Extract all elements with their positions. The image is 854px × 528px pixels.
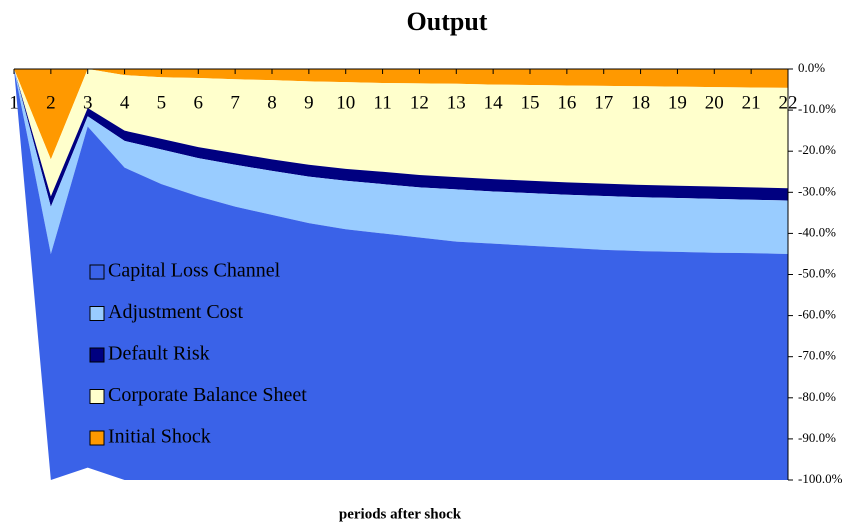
y-tick-label: -50.0% bbox=[798, 265, 836, 280]
y-tick-label: -70.0% bbox=[798, 348, 836, 363]
x-tick-label: 6 bbox=[194, 92, 204, 113]
x-tick-label: 12 bbox=[410, 92, 429, 113]
x-tick-label: 15 bbox=[521, 92, 540, 113]
x-tick-label: 21 bbox=[742, 92, 761, 113]
x-tick-label: 20 bbox=[705, 92, 724, 113]
x-tick-label: 9 bbox=[304, 92, 314, 113]
x-tick-label: 4 bbox=[120, 92, 130, 113]
x-tick-label: 17 bbox=[594, 92, 613, 113]
area bbox=[14, 69, 788, 197]
area bbox=[14, 69, 788, 480]
x-tick-label: 16 bbox=[557, 92, 576, 113]
legend-label: Corporate Balance Sheet bbox=[108, 384, 307, 406]
y-tick-label: -30.0% bbox=[798, 183, 836, 198]
legend-swatch bbox=[89, 264, 105, 280]
legend-swatch bbox=[89, 389, 105, 404]
legend-swatch bbox=[89, 430, 105, 446]
x-axis-title: periods after shock bbox=[339, 506, 462, 522]
x-tick-label: 1 bbox=[9, 92, 19, 113]
x-tick-label: 10 bbox=[336, 92, 355, 113]
y-tick-label: -10.0% bbox=[798, 101, 836, 116]
x-tick-label: 18 bbox=[631, 92, 650, 113]
x-tick-label: 14 bbox=[484, 92, 504, 113]
legend-swatch bbox=[89, 306, 105, 321]
area bbox=[14, 69, 788, 207]
legend-label: Adjustment Cost bbox=[108, 301, 243, 323]
area bbox=[14, 69, 788, 254]
legend-label: Initial Shock bbox=[108, 426, 211, 448]
x-tick-label: 3 bbox=[83, 92, 93, 113]
x-tick-label: 19 bbox=[668, 92, 687, 113]
legend-swatch bbox=[89, 347, 105, 363]
area bbox=[14, 69, 788, 160]
y-tick-label: -80.0% bbox=[798, 389, 836, 404]
legend-label: Default Risk bbox=[108, 343, 210, 365]
chart-title: Output bbox=[407, 7, 488, 36]
x-tick-label: 7 bbox=[230, 92, 240, 113]
x-tick-label: 5 bbox=[157, 92, 167, 113]
x-tick-label: 8 bbox=[267, 92, 277, 113]
y-tick-label: -100.0% bbox=[798, 471, 843, 486]
x-tick-label: 13 bbox=[447, 92, 466, 113]
x-tick-label: 22 bbox=[779, 92, 798, 113]
y-tick-label: -90.0% bbox=[798, 430, 836, 445]
y-tick-label: -20.0% bbox=[798, 142, 836, 157]
y-tick-label: -40.0% bbox=[798, 224, 836, 239]
x-tick-label: 2 bbox=[46, 92, 56, 113]
x-tick-label: 11 bbox=[373, 92, 391, 113]
y-tick-label: 0.0% bbox=[798, 60, 825, 75]
legend-label: Capital Loss Channel bbox=[108, 260, 281, 282]
y-tick-label: -60.0% bbox=[798, 307, 836, 322]
